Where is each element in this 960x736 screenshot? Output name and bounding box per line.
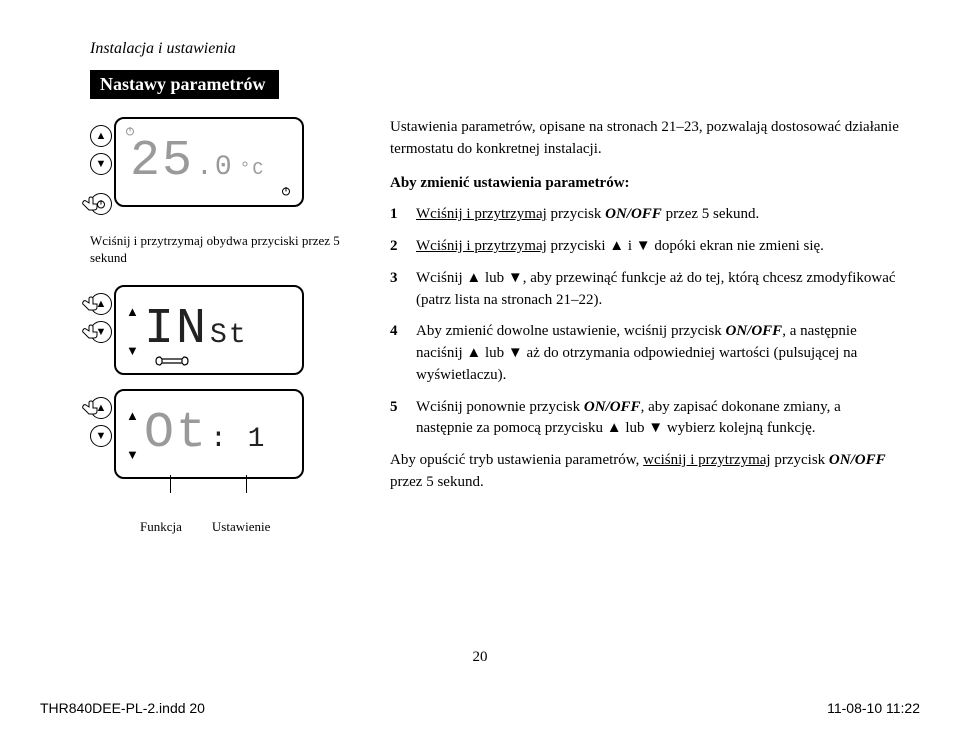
- display-3-sub: : 1: [210, 426, 266, 454]
- diagram-1: ▲ ▼ 25 .0 °C: [90, 117, 360, 215]
- display-2-sub: St: [210, 322, 248, 350]
- step-text: Wciśnij ponownie przycisk ON/OFF, aby za…: [416, 397, 900, 441]
- footer-left: THR840DEE-PL-2.indd 20: [40, 700, 205, 716]
- panel-arrows: ▲ ▼: [126, 305, 139, 357]
- right-column: Ustawienia parametrów, opisane na strona…: [390, 117, 900, 535]
- display-panel-2: ▲ ▼ IN St: [114, 285, 304, 375]
- down-glyph: ▼: [126, 344, 139, 357]
- step-num: 4: [390, 321, 406, 386]
- step-2: 2 Wciśnij i przytrzymaj przyciski ▲ i ▼ …: [390, 236, 900, 258]
- step-num: 1: [390, 204, 406, 226]
- content: ▲ ▼ 25 .0 °C: [90, 117, 900, 535]
- step-text: Wciśnij i przytrzymaj przycisk ON/OFF pr…: [416, 204, 900, 226]
- display-1-main: 25: [130, 137, 194, 187]
- down-button: ▼: [90, 153, 112, 175]
- display-3-main: Ot: [144, 409, 208, 459]
- diagram-2: ▲ ▼ ▲ ▼ IN St: [90, 285, 360, 375]
- page-number: 20: [0, 649, 960, 666]
- hand-icon: [79, 296, 97, 314]
- wrench-icon: [154, 355, 184, 367]
- hand-icon: [79, 196, 97, 214]
- display-1-readout: 25 .0 °C: [130, 137, 302, 187]
- down-button: ▼: [90, 321, 112, 343]
- step-num: 3: [390, 268, 406, 312]
- button-stack-3: ▲ ▼: [90, 397, 112, 447]
- down-button: ▼: [90, 425, 112, 447]
- step-5: 5 Wciśnij ponownie przycisk ON/OFF, aby …: [390, 397, 900, 441]
- down-glyph: ▼: [126, 448, 139, 461]
- step-num: 2: [390, 236, 406, 258]
- display-1-unit: °C: [240, 161, 266, 179]
- label-funkcja: Funkcja: [140, 519, 182, 535]
- step-text: Aby zmienić dowolne ustawienie, wciśnij …: [416, 321, 900, 386]
- callout-lines: [140, 491, 360, 507]
- down-glyph: ▼: [96, 430, 107, 442]
- up-glyph: ▲: [96, 130, 107, 142]
- power-button-left: [90, 193, 112, 215]
- step-text: Wciśnij ▲ lub ▼, aby przewinąć funkcje a…: [416, 268, 900, 312]
- down-glyph: ▼: [96, 158, 107, 170]
- diagram-3: ▲ ▼ ▲ ▼ Ot : 1: [90, 389, 360, 479]
- hand-icon: [79, 324, 97, 342]
- step-1: 1 Wciśnij i przytrzymaj przycisk ON/OFF …: [390, 204, 900, 226]
- up-glyph: ▲: [126, 409, 139, 422]
- page: Instalacja i ustawienia Nastawy parametr…: [0, 0, 960, 736]
- display-2-main: IN: [144, 305, 208, 355]
- display-3-readout: Ot : 1: [144, 409, 302, 459]
- display-panel-1: 25 .0 °C: [114, 117, 304, 207]
- section-title: Nastawy parametrów: [90, 70, 279, 99]
- button-stack-2: ▲ ▼: [90, 293, 112, 343]
- up-button: ▲: [90, 125, 112, 147]
- intro-text: Ustawienia parametrów, opisane na strona…: [390, 117, 900, 161]
- button-stack-1: ▲ ▼: [90, 125, 112, 215]
- subhead: Aby zmienić ustawienia parametrów:: [390, 173, 900, 195]
- up-glyph: ▲: [126, 305, 139, 318]
- step-num: 5: [390, 397, 406, 441]
- panel-arrows: ▲ ▼: [126, 409, 139, 461]
- display-2-readout: IN St: [144, 305, 302, 355]
- step-4: 4 Aby zmienić dowolne ustawienie, wciśni…: [390, 321, 900, 386]
- up-button: ▲: [90, 293, 112, 315]
- label-ustawienie: Ustawienie: [212, 519, 270, 535]
- footer-right: 11-08-10 11:22: [827, 700, 920, 716]
- callout-labels: Funkcja Ustawienie: [140, 519, 360, 535]
- display-panel-3: ▲ ▼ Ot : 1: [114, 389, 304, 479]
- footer: THR840DEE-PL-2.indd 20 11-08-10 11:22: [40, 700, 920, 716]
- left-column: ▲ ▼ 25 .0 °C: [90, 117, 360, 535]
- power-icon-br: [280, 185, 294, 199]
- chapter-title: Instalacja i ustawienia: [90, 40, 900, 58]
- section-title-wrap: Nastawy parametrów: [90, 70, 900, 117]
- display-1-sub: .0: [196, 154, 234, 182]
- step-text: Wciśnij i przytrzymaj przyciski ▲ i ▼ do…: [416, 236, 900, 258]
- power-icon-tl: [124, 125, 138, 139]
- exit-text: Aby opuścić tryb ustawienia parametrów, …: [390, 450, 900, 494]
- step-3: 3 Wciśnij ▲ lub ▼, aby przewinąć funkcje…: [390, 268, 900, 312]
- up-button: ▲: [90, 397, 112, 419]
- caption-hold-both: Wciśnij i przytrzymaj obydwa przyciski p…: [90, 233, 360, 267]
- hand-icon: [79, 400, 97, 418]
